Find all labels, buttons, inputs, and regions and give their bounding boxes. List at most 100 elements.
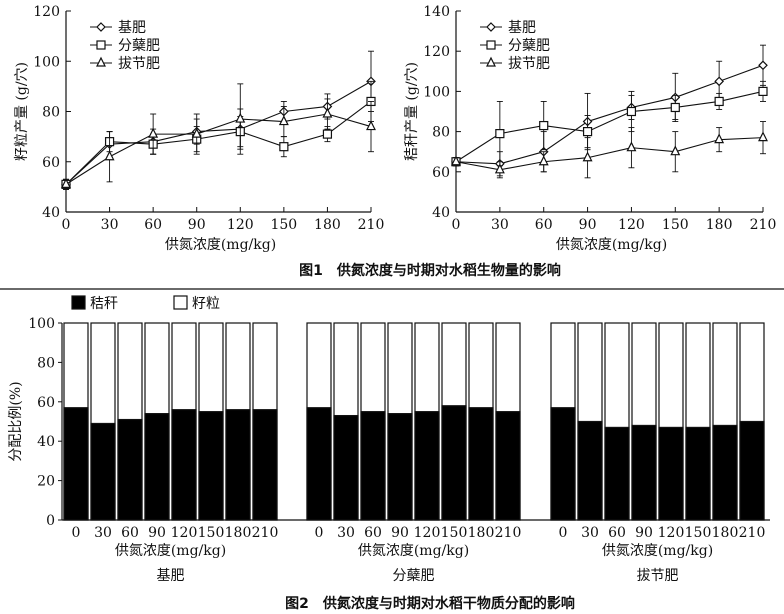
straw-point xyxy=(670,102,680,113)
straw-y-tick-label: 120 xyxy=(423,44,450,60)
figure1-caption: 图1 供氮浓度与时期对水稻生物量的影响 xyxy=(299,262,561,279)
grain-point xyxy=(191,127,202,138)
alloc-x-tick-label: 180 xyxy=(712,525,739,541)
straw-point xyxy=(714,96,724,107)
grain-x-tick-label: 120 xyxy=(227,217,254,233)
alloc-x-tick-label: 60 xyxy=(364,525,382,541)
straw-point xyxy=(714,133,725,144)
straw-y-axis-label: 秸秆产量 (g/穴) xyxy=(404,62,420,161)
alloc-x-axis-label: 供氮浓度(mg/kg) xyxy=(115,543,226,559)
straw-legend-marker xyxy=(486,40,496,50)
straw-bar-segment xyxy=(468,407,494,521)
alloc-x-axis-label: 供氮浓度(mg/kg) xyxy=(602,543,713,559)
straw-point xyxy=(494,163,505,174)
straw-x-tick-label: 120 xyxy=(618,217,645,233)
straw-point xyxy=(626,106,637,117)
alloc-x-tick-label: 90 xyxy=(635,525,653,541)
alloc-x-tick-label: 150 xyxy=(198,525,225,541)
straw-point xyxy=(758,60,768,71)
alloc-x-tick-label: 90 xyxy=(148,525,166,541)
straw-series-line-2 xyxy=(455,137,764,171)
straw-bar-segment xyxy=(252,409,278,521)
straw-bar-segment xyxy=(495,411,521,521)
alloc-x-tick-label: 30 xyxy=(94,525,112,541)
straw-x-tick-label: 90 xyxy=(579,217,597,233)
grain-point xyxy=(104,150,115,161)
grain-x-tick-label: 90 xyxy=(188,217,206,233)
grain-x-tick-label: 210 xyxy=(358,217,385,233)
grain-legend-marker xyxy=(96,56,106,67)
straw-y-tick-label: 100 xyxy=(423,84,450,100)
straw-point xyxy=(495,129,505,139)
grain-x-tick-label: 60 xyxy=(144,217,162,233)
straw-point xyxy=(758,86,768,97)
alloc-x-tick-label: 0 xyxy=(315,525,324,541)
straw-bar-segment xyxy=(117,418,143,521)
grain-series-line-1 xyxy=(65,101,372,185)
straw-legend-marker xyxy=(486,56,496,67)
straw-bar-segment xyxy=(144,413,170,521)
straw-bar-segment xyxy=(360,411,386,521)
legend-label-1: 籽粒 xyxy=(192,296,220,312)
alloc-x-tick-label: 0 xyxy=(72,525,81,541)
legend-label-0: 秸秆 xyxy=(90,296,118,312)
grain-y-tick-label: 120 xyxy=(33,4,60,20)
alloc-group-label: 基肥 xyxy=(157,567,185,584)
grain-legend-label: 基肥 xyxy=(118,19,146,36)
straw-y-tick-label: 140 xyxy=(423,4,450,20)
straw-legend-label: 基肥 xyxy=(508,19,536,36)
straw-bar-segment xyxy=(63,407,89,521)
straw-point xyxy=(626,141,637,152)
straw-series-line-1 xyxy=(455,90,764,163)
straw-bar-segment xyxy=(90,422,116,521)
straw-y-tick-label: 60 xyxy=(432,165,450,181)
straw-legend-label: 分蘖肥 xyxy=(508,38,550,54)
alloc-x-tick-label: 180 xyxy=(468,525,495,541)
alloc-y-tick-label: 20 xyxy=(37,474,55,490)
alloc-y-axis-label: 分配比例(%) xyxy=(8,381,24,461)
straw-bar-segment xyxy=(712,424,738,521)
grain-point xyxy=(61,178,71,188)
alloc-y-tick-label: 100 xyxy=(28,316,55,332)
straw-point xyxy=(451,155,461,166)
grain-x-tick-label: 30 xyxy=(101,217,119,233)
straw-point xyxy=(582,126,593,137)
straw-point xyxy=(670,145,681,156)
straw-bar-segment xyxy=(198,411,224,521)
alloc-group-label: 拔节肥 xyxy=(637,568,679,584)
alloc-x-tick-label: 120 xyxy=(171,525,198,541)
alloc-y-tick-label: 80 xyxy=(37,355,55,371)
straw-legend-marker xyxy=(486,22,496,32)
alloc-x-tick-label: 60 xyxy=(608,525,626,541)
grain-x-tick-label: 180 xyxy=(314,217,341,233)
alloc-x-tick-label: 210 xyxy=(739,525,766,541)
straw-y-tick-label: 80 xyxy=(432,125,450,141)
straw-bar-segment xyxy=(333,414,359,521)
straw-y-tick-label: 40 xyxy=(432,205,450,221)
grain-point xyxy=(278,115,289,126)
alloc-x-tick-label: 0 xyxy=(559,525,568,541)
grain-point xyxy=(366,120,376,131)
alloc-x-tick-label: 150 xyxy=(685,525,712,541)
straw-bar-segment xyxy=(387,413,413,521)
straw-bar-segment xyxy=(685,426,711,521)
straw-point xyxy=(538,155,549,166)
grain-point xyxy=(279,142,289,152)
alloc-x-tick-label: 120 xyxy=(414,525,441,541)
grain-point xyxy=(235,112,246,123)
grain-series-line-2 xyxy=(65,113,372,185)
straw-bar-segment xyxy=(631,424,657,521)
grain-point xyxy=(322,129,333,139)
straw-bar-segment xyxy=(171,409,197,521)
alloc-x-tick-label: 30 xyxy=(337,525,355,541)
grain-x-tick-label: 150 xyxy=(270,217,297,233)
alloc-x-tick-label: 30 xyxy=(581,525,599,541)
grain-x-tick-label: 0 xyxy=(62,217,71,233)
figure2-caption: 图2 供氮浓度与时期对水稻干物质分配的影响 xyxy=(285,595,575,612)
legend-swatch-1 xyxy=(173,295,188,310)
grain-y-tick-label: 100 xyxy=(33,54,60,70)
alloc-x-tick-label: 210 xyxy=(252,525,279,541)
alloc-x-tick-label: 90 xyxy=(391,525,409,541)
straw-point xyxy=(539,120,549,131)
